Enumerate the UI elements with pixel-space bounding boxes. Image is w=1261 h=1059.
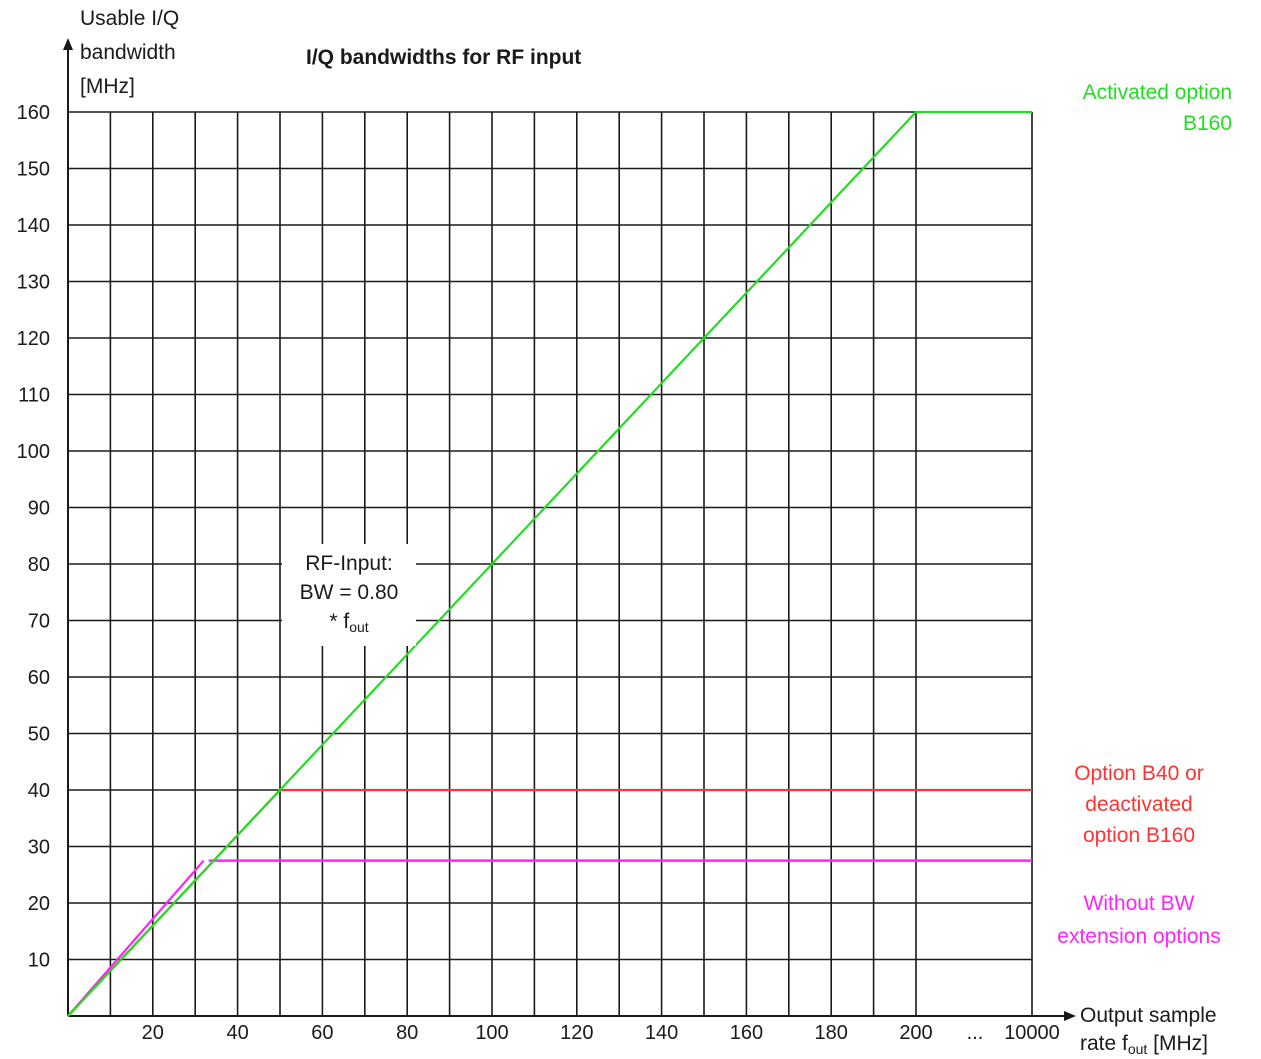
series-label-line: Option B40 or bbox=[1074, 762, 1204, 785]
x-axis-label: Output sample rate fout [MHz] bbox=[1080, 1004, 1217, 1057]
y-tick-label: 110 bbox=[18, 385, 50, 407]
y-tick-label: 140 bbox=[17, 215, 50, 237]
chart-title: I/Q bandwidths for RF input bbox=[306, 46, 581, 69]
y-tick-label: 20 bbox=[28, 893, 50, 915]
x-tick-label: 140 bbox=[645, 1022, 678, 1044]
x-tick-label: 160 bbox=[730, 1022, 763, 1044]
x-axis-label-line1: Output sample bbox=[1080, 1004, 1217, 1027]
annotation-line3: * fout bbox=[329, 610, 368, 635]
series-labels: Activated option B160 Option B40 or deactiv… bbox=[1057, 81, 1232, 948]
series-layer bbox=[67, 110, 1032, 1017]
x-axis-label-line2: rate fout [MHz] bbox=[1080, 1032, 1208, 1057]
axes bbox=[63, 38, 1076, 1021]
y-tick-label: 90 bbox=[28, 498, 50, 520]
y-axis-label-line: bandwidth bbox=[80, 41, 176, 64]
y-tick-label: 150 bbox=[17, 159, 50, 181]
series-line bbox=[67, 859, 205, 1017]
y-tick-label: 10 bbox=[28, 950, 50, 972]
y-tick-label: 130 bbox=[17, 272, 50, 294]
x-tick-label: 200 bbox=[899, 1022, 932, 1044]
y-axis-label-line: [MHz] bbox=[80, 75, 135, 98]
annotation-background bbox=[282, 544, 416, 646]
y-axis-arrow bbox=[63, 38, 73, 50]
series-line bbox=[67, 110, 1032, 1017]
x-tick-label: 80 bbox=[396, 1022, 418, 1044]
annotation-line1: RF-Input: bbox=[305, 552, 393, 575]
x-axis-break-label: ... bbox=[967, 1022, 984, 1044]
series-label-line: Activated option bbox=[1083, 81, 1232, 104]
x-tick-label: 120 bbox=[560, 1022, 593, 1044]
x-tick-labels: 20 40 60 80 100 120 140 160 180 200 bbox=[142, 1022, 933, 1044]
x-tick-label: 100 bbox=[475, 1022, 508, 1044]
series-label-line: option B160 bbox=[1083, 824, 1195, 847]
annotation-line2: BW = 0.80 bbox=[300, 581, 399, 604]
x-axis-end-label: 10000 bbox=[1004, 1022, 1060, 1044]
x-axis-arrow bbox=[1064, 1011, 1076, 1021]
series-label-line: deactivated bbox=[1085, 793, 1192, 816]
y-tick-label: 120 bbox=[17, 328, 50, 350]
y-tick-label: 50 bbox=[28, 724, 50, 746]
y-tick-label: 60 bbox=[28, 667, 50, 689]
y-tick-label: 40 bbox=[28, 780, 50, 802]
y-tick-label: 100 bbox=[17, 441, 50, 463]
x-tick-label: 60 bbox=[311, 1022, 333, 1044]
series-label-line: B160 bbox=[1183, 112, 1232, 135]
y-axis-label: Usable I/Q bandwidth [MHz] bbox=[80, 7, 179, 98]
y-tick-labels: 10 20 30 40 50 60 70 80 90 100 110 120 130 140 150 160 bbox=[17, 102, 50, 972]
x-tick-label: 180 bbox=[815, 1022, 848, 1044]
y-tick-label: 70 bbox=[28, 611, 50, 633]
series-label-line: extension options bbox=[1057, 925, 1220, 948]
x-tick-label: 20 bbox=[142, 1022, 164, 1044]
y-axis-label-line: Usable I/Q bbox=[80, 7, 179, 30]
y-tick-label: 160 bbox=[17, 102, 50, 124]
y-tick-label: 30 bbox=[28, 837, 50, 859]
rf-input-annotation: RF-Input: BW = 0.80 * fout bbox=[282, 544, 416, 646]
x-tick-label: 40 bbox=[226, 1022, 248, 1044]
series-label-line: Without BW bbox=[1084, 892, 1195, 915]
y-tick-label: 80 bbox=[28, 554, 50, 576]
